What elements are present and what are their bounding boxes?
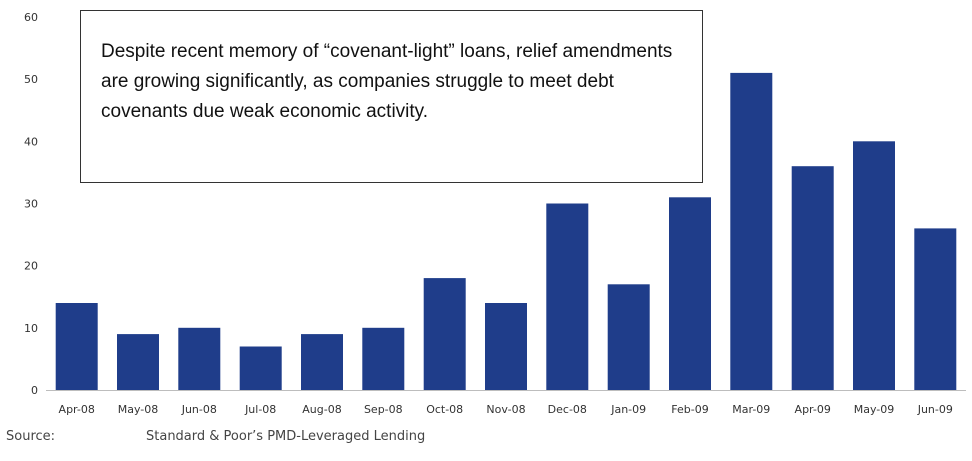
bar-may-09 (853, 141, 895, 390)
bar-feb-09 (669, 197, 711, 390)
x-tick-label: Aug-08 (302, 403, 341, 416)
bar-aug-08 (301, 334, 343, 390)
bar-mar-09 (730, 72, 773, 391)
bar-jul-08 (239, 346, 282, 390)
x-tick-label: Jun-09 (917, 403, 953, 416)
y-tick-label: 30 (24, 198, 38, 211)
bar-nov-08 (485, 303, 527, 390)
bar-jan-09 (607, 284, 650, 390)
y-tick-label: 40 (24, 135, 38, 148)
y-tick-label: 50 (24, 73, 38, 86)
x-tick-label: May-08 (118, 403, 159, 416)
x-tick-label: Dec-08 (548, 403, 587, 416)
annotation-box: Despite recent memory of “covenant-light… (80, 10, 703, 183)
bar-jun-09 (914, 228, 957, 390)
x-tick-label: Nov-08 (486, 403, 525, 416)
bars (55, 72, 957, 391)
x-tick-label: Jun-08 (181, 403, 217, 416)
x-axis: Apr-08 May-08 Jun-08 Jul-08 Aug-08 Sep-08 Oct-… (46, 390, 966, 416)
source-note: Source: Standard & Poor’s PMD-Leveraged L… (6, 429, 425, 444)
y-tick-label: 60 (24, 11, 38, 24)
bar-apr-08 (55, 303, 98, 390)
bar-may-08 (117, 334, 159, 390)
y-tick-label: 0 (31, 384, 38, 397)
source-text: Standard & Poor’s PMD-Leveraged Lending (146, 429, 426, 444)
x-tick-label: Feb-09 (671, 403, 708, 416)
x-tick-label: Jul-08 (244, 403, 276, 416)
x-tick-label: Apr-08 (59, 403, 95, 416)
x-tick-label: Jan-09 (610, 403, 646, 416)
x-tick-label: Oct-08 (426, 403, 463, 416)
bar-dec-08 (546, 203, 589, 390)
bar-apr-09 (791, 166, 834, 390)
bar-oct-08 (423, 278, 466, 390)
y-axis: 0 10 20 30 40 50 60 (24, 11, 38, 397)
x-tick-label: Apr-09 (795, 403, 831, 416)
bar-sep-08 (362, 327, 405, 390)
y-tick-label: 20 (24, 260, 38, 273)
source-label: Source: (6, 429, 56, 444)
annotation-text: Despite recent memory of “covenant-light… (101, 41, 673, 122)
bar-jun-08 (178, 327, 221, 390)
x-tick-label: Mar-09 (732, 403, 770, 416)
x-tick-label: May-09 (854, 403, 895, 416)
x-tick-label: Sep-08 (364, 403, 403, 416)
y-tick-label: 10 (24, 322, 38, 335)
